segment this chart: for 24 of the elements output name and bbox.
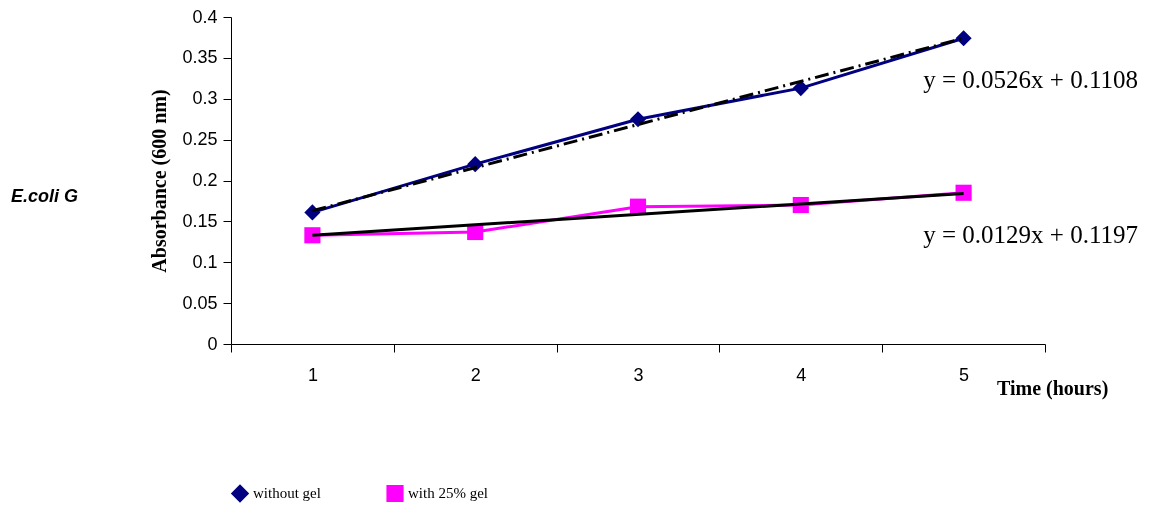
- point: [955, 30, 972, 47]
- annotation: y = 0.0526x + 0.1108: [923, 66, 1138, 94]
- y-tick-label: 0.25: [182, 129, 218, 150]
- text: E.coli G: [11, 185, 79, 206]
- x-tick-label: 5: [959, 364, 970, 385]
- y-tick-label: 0.3: [192, 88, 218, 109]
- x-axis-title: Time (hours): [997, 377, 1109, 400]
- point: [792, 80, 809, 97]
- x-tick-label: 2: [470, 364, 481, 385]
- y-tick-label: 0.1: [192, 251, 218, 272]
- point: [629, 111, 647, 128]
- legend-label: with 25% gel: [408, 485, 488, 502]
- annotation: y = 0.0129x + 0.1197: [923, 220, 1138, 248]
- x-tick-label: 3: [633, 364, 644, 385]
- y-tick-label: 0.35: [182, 47, 218, 68]
- y-tick-label: 0.05: [182, 292, 218, 313]
- x-tick-label: 4: [796, 364, 807, 385]
- y-tick-label: 0.2: [192, 170, 218, 190]
- y-tick-label: 0.4: [192, 6, 218, 27]
- y-tick-label: 0.15: [182, 210, 218, 231]
- x-tick-label: 1: [307, 364, 318, 385]
- legend-label: without gel: [253, 485, 321, 502]
- y-tick-label: 0: [207, 333, 218, 354]
- y-axis-title: Absorbance (600 nm): [148, 89, 172, 273]
